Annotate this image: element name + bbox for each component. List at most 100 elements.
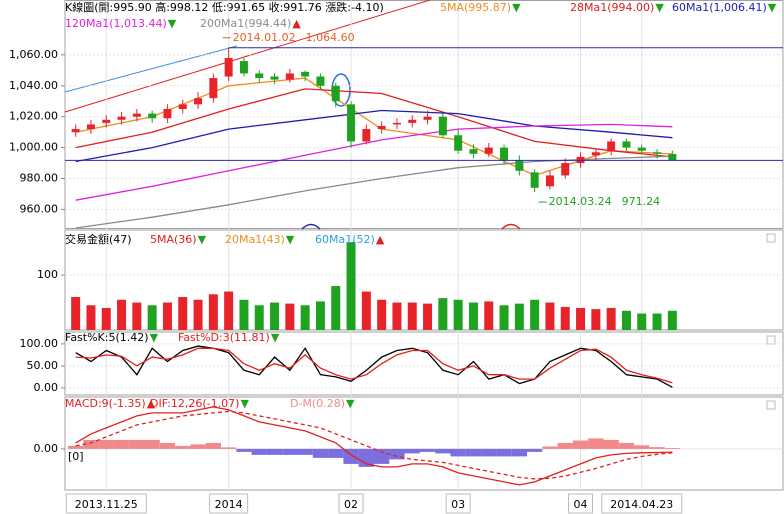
volume-bar	[514, 303, 524, 330]
candle-body	[255, 73, 264, 79]
legend-entry: 5MA(36)▼	[150, 233, 207, 246]
candle-body	[362, 129, 371, 142]
osc-bar	[175, 445, 191, 449]
osc-bar	[251, 448, 267, 455]
legend-entry: 60Ma1(52)▲	[315, 233, 385, 246]
osc-bar	[588, 438, 604, 449]
candle-body	[331, 85, 340, 102]
osc-bar	[634, 445, 650, 449]
volume-bar	[606, 308, 616, 330]
osc-bar	[266, 448, 283, 455]
candle-body	[484, 147, 493, 154]
kd-frame	[64, 331, 784, 396]
legend-label: Fast%D:3(11.81)	[178, 331, 270, 344]
volume-bar	[468, 302, 478, 330]
osc-bar	[236, 448, 252, 452]
legend-label: D-M(0.28)	[290, 397, 345, 410]
annotation-date: 2014.01.02	[233, 31, 296, 44]
volume-bar	[667, 310, 677, 330]
osc-bar	[481, 448, 497, 457]
volume-bar	[560, 306, 570, 330]
candle-body	[637, 147, 646, 151]
candle-body	[469, 149, 478, 154]
y-tick-label: 100.00	[20, 337, 59, 350]
legend-arrow: ▼	[271, 331, 280, 344]
candle-body	[209, 78, 218, 99]
legend-label: MACD:9(-1.35)	[65, 397, 146, 410]
legend-arrow: ▼	[198, 233, 207, 246]
osc-bar	[649, 447, 665, 449]
candle-body	[132, 113, 141, 117]
volume-bar	[407, 302, 417, 330]
y-tick-label: 960.00	[20, 202, 59, 215]
chart-title: K線圖(開:995.90 高:998.12 低:991.65 收:991.76 …	[65, 0, 384, 14]
arc-mark	[301, 223, 321, 230]
candle-body	[591, 152, 600, 156]
annotation: 2014.01.02 1,064.60	[233, 31, 355, 44]
candle-body	[178, 104, 187, 109]
volume-bar	[377, 299, 387, 330]
legend-label: 60Ma1(52)	[315, 233, 375, 246]
y-tick-label: 0.00	[34, 381, 59, 394]
volume-bar	[637, 313, 647, 330]
volume-bar	[576, 308, 586, 330]
legend-label: 20Ma1(43)	[225, 233, 285, 246]
x-label-box	[338, 493, 364, 514]
legend-entry: D-M(0.28)▼	[290, 397, 355, 410]
volume-bar	[71, 297, 81, 330]
osc-bar	[389, 448, 405, 460]
x-label-box	[65, 493, 147, 514]
annotation-value: 1,064.60	[306, 31, 355, 44]
legend-label: 28Ma1(994.00)	[570, 1, 654, 14]
macd-line	[75, 410, 673, 480]
x-tick-label: 2014	[215, 498, 243, 511]
candle-body	[285, 73, 294, 80]
legend-entry: Fast%K:5(1.42)▼	[65, 331, 159, 344]
osc-bar	[527, 448, 543, 452]
osc-bar	[144, 439, 160, 449]
macd-frame	[64, 396, 784, 491]
osc-bar	[404, 448, 420, 454]
candle-body	[561, 163, 570, 176]
panel-icon[interactable]	[766, 233, 776, 243]
legend-label: 200Ma1(994.44)	[200, 17, 291, 30]
candle-body	[500, 147, 509, 160]
candle-body	[71, 129, 80, 133]
candle-body	[622, 141, 631, 148]
osc-bar	[98, 439, 114, 449]
osc-bar	[68, 445, 84, 449]
legend-entry: 28Ma1(994.00)▼	[570, 1, 664, 14]
ma-line	[75, 155, 673, 229]
candle-body	[102, 119, 111, 123]
y-tick-label: 980.00	[20, 172, 59, 185]
x-tick-label: 2014.04.23	[610, 498, 673, 511]
legend-entry: MACD:9(-1.35)▲	[65, 397, 156, 410]
kd-line	[75, 345, 673, 388]
legend-arrow: ▲	[376, 233, 385, 246]
legend-arrow: ▼	[286, 233, 295, 246]
volume-bar	[224, 291, 234, 330]
volume-bar	[530, 299, 540, 330]
candle-body	[117, 116, 126, 120]
x-tick-label: 2013.11.25	[75, 498, 138, 511]
y-tick-label: 0.00	[34, 442, 59, 455]
legend-arrow: ▼	[655, 1, 664, 14]
volume-bar	[147, 305, 157, 330]
y-tick-label: 1,040.00	[9, 79, 58, 92]
volume-bar	[86, 305, 96, 330]
candle-body	[239, 61, 248, 74]
legend-entry: 200Ma1(994.44)▲	[200, 17, 301, 30]
candle-body	[86, 124, 95, 130]
x-label-box	[568, 493, 594, 514]
candle-body	[224, 57, 233, 77]
osc-bar	[358, 448, 374, 467]
panel-icon[interactable]	[766, 400, 776, 410]
legend-entry: 60Ma1(1,006.41)▼	[672, 1, 777, 14]
osc-bar	[419, 448, 436, 452]
candle-body	[438, 116, 447, 136]
arc-mark	[501, 223, 521, 230]
osc-bar	[113, 439, 130, 449]
candle-body	[148, 113, 157, 119]
legend-entry: 120Ma1(1,013.44)▼	[65, 17, 177, 30]
